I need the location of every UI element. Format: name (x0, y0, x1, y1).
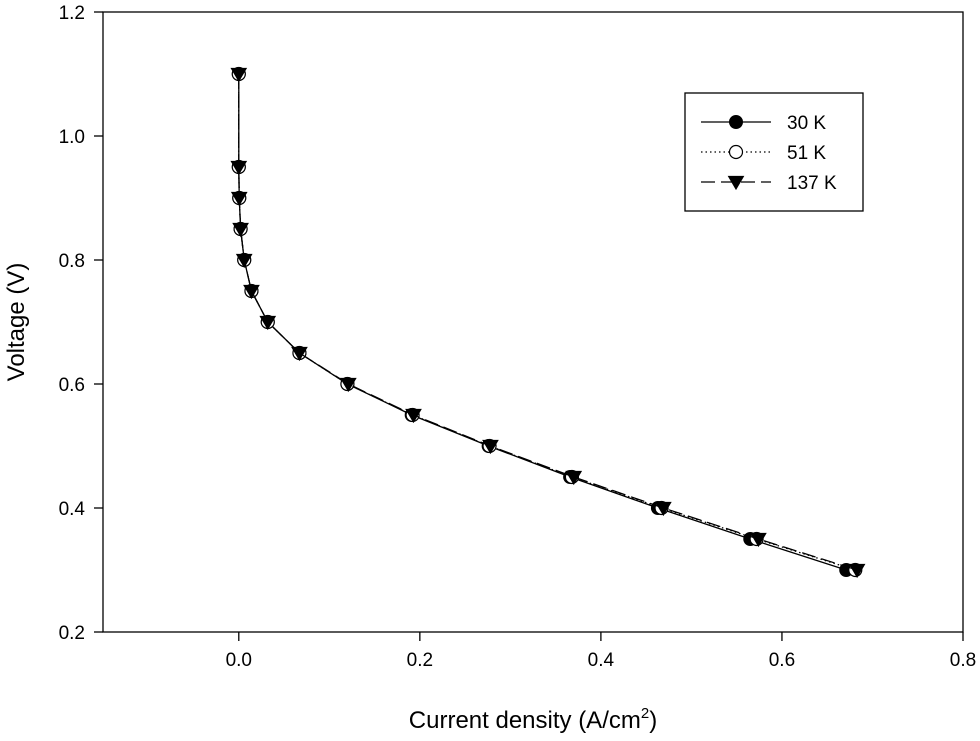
data-point (291, 346, 308, 362)
x-tick-label: 0.6 (769, 650, 795, 671)
legend-marker (727, 175, 745, 191)
data-point (230, 67, 248, 83)
y-tick-label: 1.2 (59, 3, 85, 24)
x-axis-title-superscript: 2 (641, 705, 649, 722)
x-tick-label: 0.4 (588, 650, 615, 671)
data-point (655, 501, 672, 517)
data-point (482, 439, 499, 455)
y-tick-label: 1.0 (59, 127, 85, 148)
data-point (230, 191, 248, 207)
x-tick-label: 0.8 (950, 650, 976, 671)
plot-frame (102, 11, 964, 633)
data-point (235, 253, 253, 269)
legend-marker (728, 144, 744, 160)
legend-label: 51 K (787, 143, 826, 164)
y-tick-label: 0.4 (59, 499, 86, 520)
data-point (848, 563, 866, 579)
data-point (339, 377, 357, 393)
legend-marker (729, 115, 743, 129)
data-point (750, 532, 767, 548)
data-point (259, 315, 277, 331)
x-axis-title-tail: ) (649, 707, 657, 734)
legend-label: 30 K (787, 113, 826, 134)
plot-area (230, 66, 866, 579)
x-axis: 0.0 0.2 0.4 0.6 0.8 (226, 632, 976, 671)
data-point (565, 470, 583, 486)
data-point (243, 284, 260, 300)
legend: 30 K 51 K 137 K (684, 92, 864, 212)
x-axis-title: Current density (A/cm2) (409, 705, 657, 734)
x-tick-label: 0.2 (407, 650, 433, 671)
y-tick-label: 0.6 (59, 375, 85, 396)
data-point (405, 408, 422, 424)
x-tick-label: 0.0 (226, 650, 252, 671)
y-tick-label: 0.2 (59, 623, 85, 644)
y-axis: 0.2 0.4 0.6 0.8 1.0 1.2 (59, 3, 103, 644)
y-tick-label: 0.8 (59, 251, 85, 272)
y-axis-title: Voltage (V) (3, 263, 30, 382)
data-point (232, 222, 249, 238)
legend-label: 137 K (787, 173, 837, 194)
series-line (238, 74, 858, 571)
series-3 (230, 67, 866, 579)
data-point (230, 160, 248, 176)
